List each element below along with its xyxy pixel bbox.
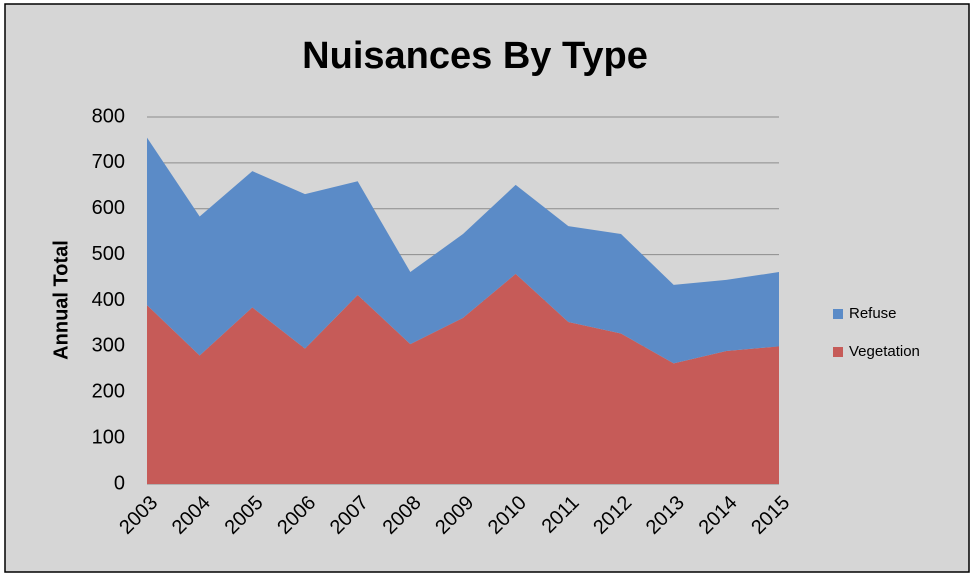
y-tick-label: 200 [92,381,125,403]
legend-swatch [833,309,843,319]
y-tick-label: 800 [92,105,125,127]
legend-label: Refuse [849,305,897,322]
area [147,137,779,364]
area [147,273,779,484]
y-tick-label: 500 [92,243,125,265]
y-tick-label: 100 [92,426,125,448]
y-tick-label: 700 [92,151,125,173]
legend-label: Vegetation [849,343,920,360]
y-tick-label: 600 [92,197,125,219]
chart-title: Nuisances By Type [302,35,648,77]
legend-swatch [833,347,843,357]
y-tick-label: 300 [92,335,125,357]
y-tick-label: 0 [114,472,125,494]
y-tick-label: 400 [92,289,125,311]
y-axis-label: Annual Total [50,240,72,360]
